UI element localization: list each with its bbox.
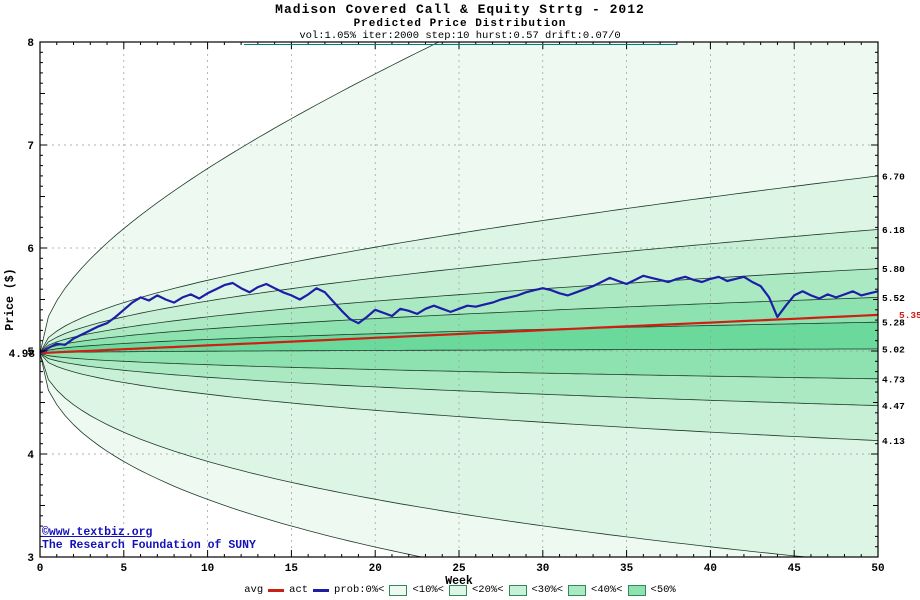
legend-prob-swatch — [448, 584, 467, 596]
upper-boundary-line — [40, 42, 440, 354]
band-end-label: 6.18 — [882, 225, 905, 236]
band-end-label: 6.70 — [882, 171, 905, 182]
copyright-link[interactable]: ©www.textbiz.org — [42, 526, 153, 539]
legend-prob-label: <40%< — [591, 584, 623, 596]
x-tick-label: 35 — [620, 563, 634, 575]
upper-boundary-line — [40, 297, 878, 354]
x-tick-label: 50 — [871, 563, 884, 575]
y-tick-label: 6 — [27, 244, 34, 256]
band-boundaries — [40, 42, 878, 557]
x-tick-label: 15 — [285, 563, 299, 575]
start-price-label: 4.98 — [9, 349, 36, 361]
lower-boundary-line — [40, 348, 878, 354]
y-tick-label: 3 — [27, 553, 34, 565]
legend-prob-swatch — [389, 584, 408, 596]
x-tick-label: 45 — [788, 563, 802, 575]
x-tick-label: 10 — [201, 563, 214, 575]
band-end-label: 4.47 — [882, 401, 905, 412]
avg-line — [40, 313, 878, 355]
simulation-params: vol:1.05% iter:2000 step:10 hurst:0.57 d… — [244, 30, 676, 45]
band-end-label: 5.28 — [882, 318, 905, 329]
avg-end-label: 5.35 — [899, 310, 920, 321]
legend-prob-label: prob:0%< — [334, 584, 385, 596]
lower-boundary-line — [40, 353, 424, 557]
band-end-label: 4.13 — [882, 436, 905, 447]
upper-boundary-line — [40, 175, 878, 354]
band-end-label: 4.73 — [882, 374, 905, 385]
y-tick-label: 5 — [27, 347, 34, 359]
band-end-label: 5.80 — [882, 264, 905, 275]
band-end-label: 5.02 — [882, 344, 905, 355]
chart-title: Madison Covered Call & Equity Strtg - 20… — [275, 2, 645, 17]
legend-act-line — [313, 588, 330, 592]
chart-subtitle: Predicted Price Distribution — [353, 18, 567, 30]
legend-prob-swatch — [508, 584, 527, 596]
legend-prob-label: <10%< — [412, 584, 444, 596]
band-end-label: 5.52 — [882, 293, 905, 304]
x-tick-label: 20 — [369, 563, 382, 575]
x-tick-label: 0 — [37, 563, 44, 575]
data-lines — [40, 274, 878, 355]
lower-boundary-line — [40, 352, 810, 557]
x-tick-label: 25 — [452, 563, 466, 575]
legend-prob-label: <20%< — [471, 584, 504, 596]
y-tick-label: 8 — [27, 38, 34, 50]
lower-boundary-line — [40, 352, 878, 441]
ticks — [39, 41, 879, 558]
y-axis-title: Price ($) — [4, 268, 17, 330]
x-tick-label: 30 — [536, 563, 549, 575]
upper-boundary-line — [40, 229, 878, 354]
legend-prob-swatch — [627, 584, 646, 596]
lower-boundary-line — [40, 352, 878, 380]
legend-act-label: act — [289, 584, 309, 596]
legend-prob-label: <30%< — [531, 584, 564, 596]
lower-boundary-line — [40, 352, 878, 406]
x-tick-label: 40 — [704, 563, 717, 575]
legend: avg act prob:0%< <10%< <20%< <30%< <40%< <50% — [0, 584, 920, 596]
legend-avg-line — [268, 588, 285, 592]
upper-boundary-line — [40, 268, 878, 354]
upper-boundary-line — [40, 321, 878, 354]
act-line — [40, 274, 878, 355]
gridlines — [40, 42, 878, 557]
legend-prob-label: <50% — [650, 584, 676, 596]
legend-prob-swatch — [568, 584, 587, 596]
x-tick-label: 5 — [120, 563, 127, 575]
y-tick-label: 7 — [27, 141, 34, 153]
params-row: vol:1.05% iter:2000 step:10 hurst:0.57 d… — [0, 30, 920, 45]
y-tick-label: 4 — [27, 450, 34, 462]
org-name: The Research Foundation of SUNY — [42, 539, 256, 552]
legend-avg-label: avg — [244, 584, 264, 596]
